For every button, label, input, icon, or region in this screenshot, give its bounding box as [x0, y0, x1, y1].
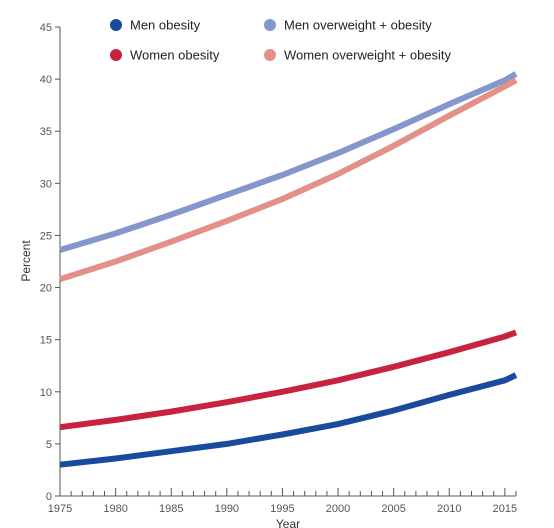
series-line-women-overweight-obesity — [59, 77, 518, 283]
x-axis-ticks: 1975 1980 1985 1990 1995 2000 2005 2010 2015 — [48, 488, 517, 515]
legend: Men obesity Men overweight + obesity Women… — [110, 18, 452, 63]
x-axis-title: Year — [276, 517, 300, 528]
x-tick-label: 2000 — [326, 503, 350, 515]
x-tick-label: 2005 — [381, 503, 405, 515]
legend-label: Men overweight + obesity — [284, 18, 432, 33]
legend-marker — [264, 49, 276, 61]
x-tick-label: 1990 — [215, 503, 239, 515]
legend-item-men-overweight-obesity: Men overweight + obesity — [264, 18, 432, 33]
legend-label: Men obesity — [130, 18, 201, 33]
axes — [59, 27, 516, 497]
series-line-men-obesity — [59, 372, 518, 468]
y-axis-title: Percent — [19, 240, 33, 282]
y-tick-label: 5 — [46, 439, 52, 451]
y-tick-label: 0 — [46, 491, 52, 503]
y-tick-label: 15 — [40, 335, 52, 347]
legend-item-men-obesity: Men obesity — [110, 18, 201, 33]
y-tick-label: 45 — [40, 22, 52, 34]
y-tick-label: 10 — [40, 387, 52, 399]
x-tick-label: 1980 — [103, 503, 127, 515]
y-tick-label: 35 — [40, 126, 52, 138]
series-line-women-obesity — [59, 329, 518, 431]
x-tick-label: 1995 — [270, 503, 294, 515]
legend-marker — [264, 19, 276, 31]
series-lines — [59, 71, 518, 468]
y-tick-label: 30 — [40, 178, 52, 190]
x-tick-label: 1985 — [159, 503, 183, 515]
y-tick-label: 25 — [40, 230, 52, 242]
x-tick-label: 2015 — [493, 503, 517, 515]
legend-item-women-obesity: Women obesity — [110, 48, 220, 63]
series-line-men-overweight-obesity — [59, 71, 518, 253]
y-tick-label: 20 — [40, 283, 52, 295]
legend-marker — [110, 19, 122, 31]
x-tick-label: 2010 — [437, 503, 461, 515]
legend-marker — [110, 49, 122, 61]
legend-item-women-overweight-obesity: Women overweight + obesity — [264, 48, 452, 63]
legend-label: Women obesity — [130, 48, 220, 63]
x-tick-label: 1975 — [48, 503, 72, 515]
legend-label: Women overweight + obesity — [284, 48, 452, 63]
y-axis-ticks: 0 5 10 15 20 25 30 35 40 45 — [40, 22, 60, 503]
y-tick-label: 40 — [40, 74, 52, 86]
